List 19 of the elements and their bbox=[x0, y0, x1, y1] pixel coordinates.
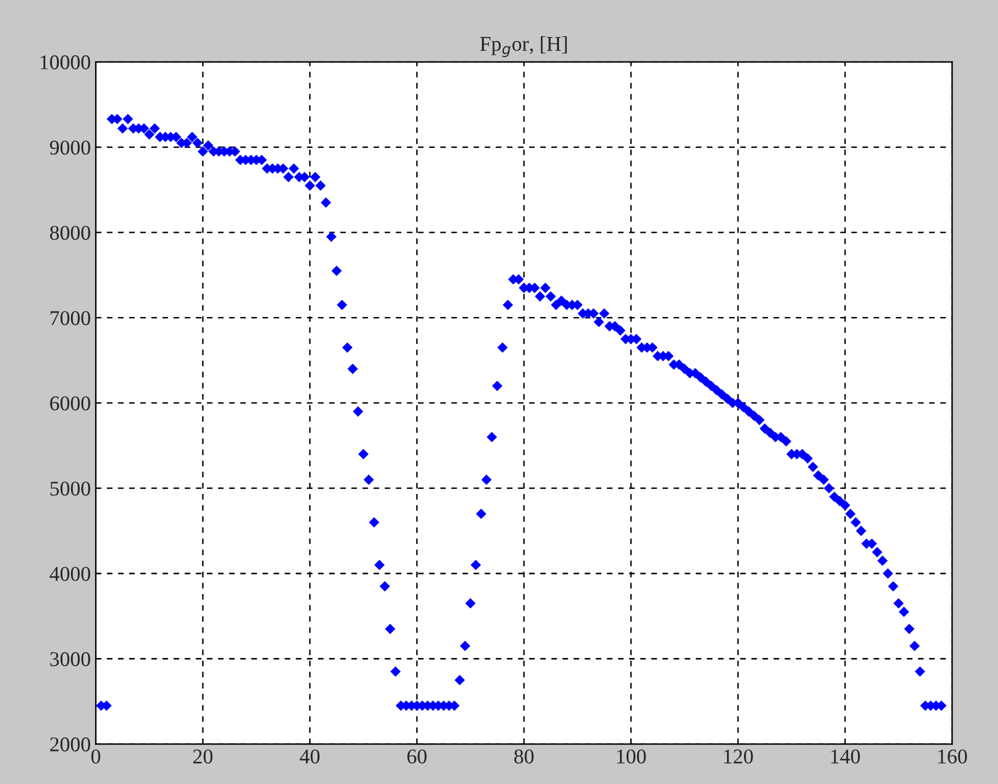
x-tick-label: 40 bbox=[300, 749, 320, 764]
y-tick-label: 3000 bbox=[50, 652, 90, 666]
y-tick-label: 2000 bbox=[50, 737, 90, 752]
y-tick-label: 8000 bbox=[50, 226, 90, 240]
x-tick-label: 60 bbox=[407, 749, 427, 764]
y-tick-label: 5000 bbox=[50, 482, 90, 496]
x-tick-label: 140 bbox=[831, 749, 860, 764]
y-tick-label: 6000 bbox=[50, 396, 90, 410]
x-tick-label: 20 bbox=[193, 749, 212, 764]
y-tick-label: 4000 bbox=[50, 566, 90, 581]
x-tick-label: 100 bbox=[617, 749, 646, 764]
y-tick-label: 9000 bbox=[50, 140, 90, 155]
x-tick-label: 160 bbox=[938, 749, 967, 764]
x-tick-label: 0 bbox=[91, 749, 100, 764]
y-tick-label: 7000 bbox=[50, 311, 90, 326]
chart-title: Fp$_{g}$or, [H] bbox=[480, 36, 567, 58]
x-tick-label: 80 bbox=[514, 749, 534, 764]
x-tick-label: 120 bbox=[724, 749, 753, 764]
y-tick-label: 10000 bbox=[40, 55, 90, 70]
